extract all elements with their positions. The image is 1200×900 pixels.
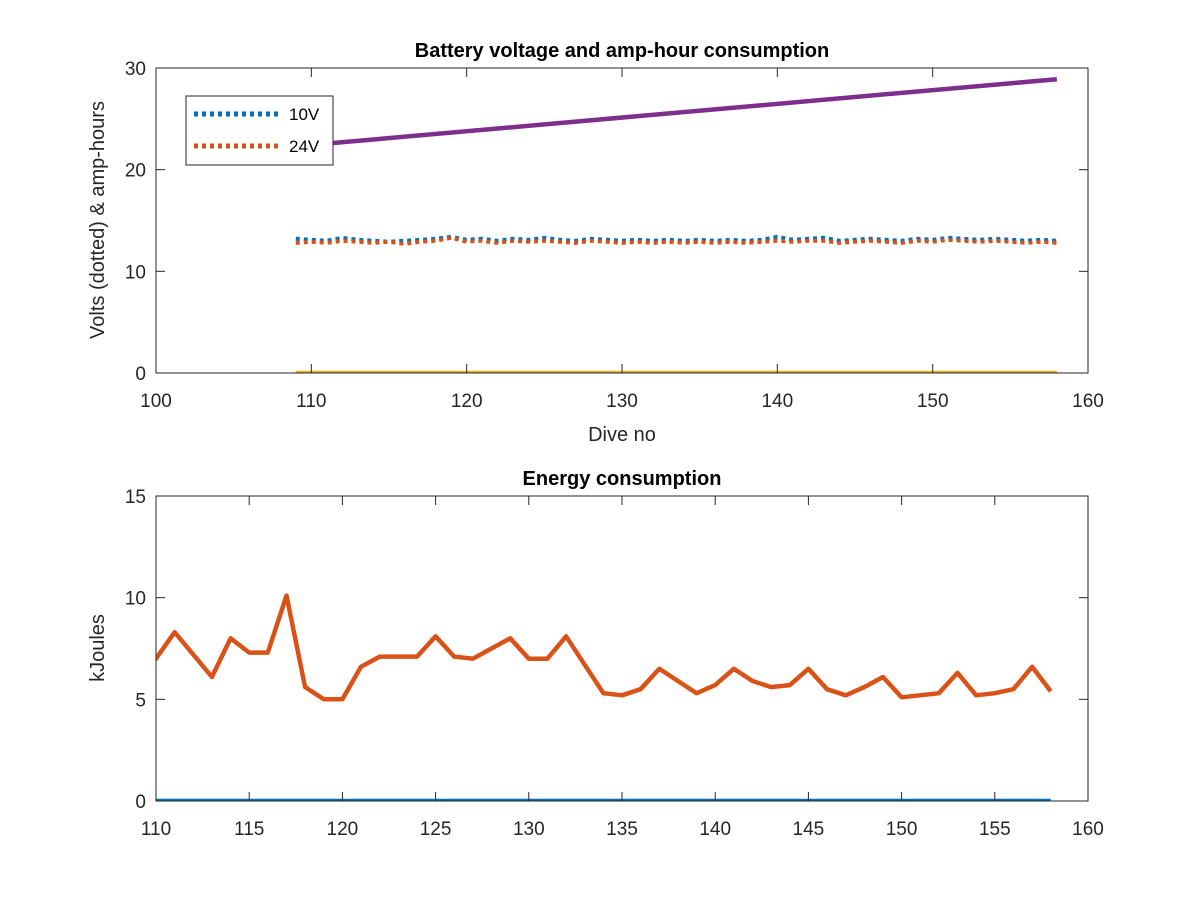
voltage-x-tick-label: 100	[140, 391, 172, 412]
energy-x-tick-label: 145	[793, 819, 825, 840]
energy-x-tick-label: 155	[979, 819, 1011, 840]
energy-y-tick-label: 5	[135, 690, 146, 711]
voltage-legend: 10V 24V	[185, 95, 334, 166]
energy-axes: 110 115 120 125 130 135 140 145 150 155 160051015 …	[87, 468, 1104, 840]
legend-label-10v: 10V	[289, 105, 320, 124]
energy-x-tick-label: 160	[1072, 819, 1104, 840]
energy-y-tick-label: 15	[125, 487, 146, 508]
voltage-plot-area	[295, 76, 1058, 373]
voltage-x-tick-label: 120	[451, 391, 483, 412]
energy-x-tick-label: 150	[886, 819, 918, 840]
energy-x-tick-label: 115	[234, 819, 264, 840]
energy-y-tick-label: 10	[125, 589, 146, 610]
energy-ticks: 110 115 120 125 130 135 140 145 150 155 160 0 5 10 15	[125, 487, 1104, 840]
voltage-y-tick-label: 20	[125, 161, 146, 182]
energy-y-axis-label: kJoules	[87, 614, 109, 682]
energy-x-tick-label: 140	[699, 819, 731, 840]
voltage-series-line-series-2	[295, 76, 1058, 149]
energy-chart-title: Energy consumption	[523, 468, 722, 490]
energy-x-tick-label: 135	[606, 819, 638, 840]
energy-x-tick-label: 120	[327, 819, 359, 840]
voltage-y-tick-label: 0	[135, 364, 146, 385]
voltage-x-tick-label: 110	[296, 391, 326, 412]
voltage-ticks: 100 110 120 130 140 150 160 0 10 20 30	[125, 59, 1104, 412]
voltage-x-tick-label: 140	[761, 391, 793, 412]
energy-x-tick-label: 125	[420, 819, 452, 840]
energy-y-tick-label: 0	[135, 792, 146, 813]
voltage-y-tick-label: 10	[125, 262, 146, 283]
voltage-axes: 100 110 120 130 140 150 160 0 10 20 30 Battery vol…	[87, 40, 1104, 446]
energy-plot-area	[156, 593, 1053, 801]
energy-x-tick-label: 130	[513, 819, 545, 840]
voltage-y-tick-label: 30	[125, 59, 146, 80]
voltage-x-tick-label: 130	[606, 391, 638, 412]
voltage-x-tick-label: 160	[1072, 391, 1104, 412]
voltage-y-axis-label: Volts (dotted) & amp-hours	[87, 101, 109, 339]
energy-x-tick-label: 110	[141, 819, 171, 840]
voltage-x-axis-label: Dive no	[588, 424, 656, 446]
energy-series-line-series-0	[156, 593, 1053, 702]
legend-label-24v: 24V	[289, 137, 320, 156]
voltage-chart-title: Battery voltage and amp-hour consumption	[415, 40, 829, 62]
voltage-x-tick-label: 150	[917, 391, 949, 412]
